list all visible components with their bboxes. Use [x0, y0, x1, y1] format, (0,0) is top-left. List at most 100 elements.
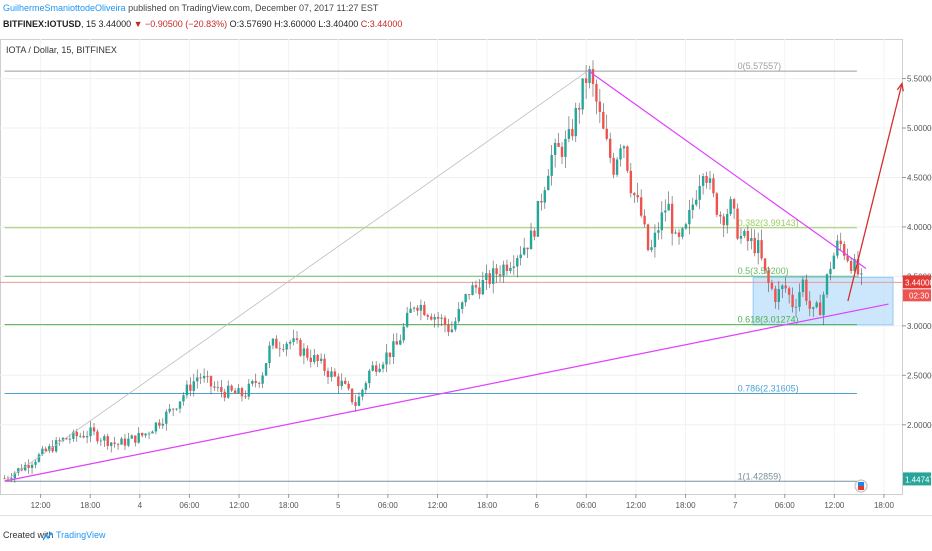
candle-body [75, 431, 78, 437]
candle-body [674, 232, 677, 234]
candle-body [244, 396, 247, 398]
candle-body [368, 370, 371, 384]
candle-body [708, 178, 712, 183]
candle-body [560, 146, 564, 157]
candle-body [278, 348, 282, 350]
candle-body [288, 341, 292, 344]
tradingview-logo-icon [42, 529, 54, 547]
candle-body [547, 175, 550, 191]
candle-body [436, 317, 440, 319]
x-tick-label: 18:00 [80, 501, 101, 510]
candle-body [695, 199, 698, 205]
candle-body [650, 247, 653, 251]
candle-body [825, 274, 829, 295]
candle-body [457, 309, 460, 322]
chart-area[interactable]: 0(5.57557) 0.382(3.99143) 0.5(3.50200) 0.61… [0, 39, 932, 510]
candle-body [350, 388, 354, 403]
support-trendline[interactable] [4, 303, 889, 482]
candle-body [103, 436, 106, 441]
ohlc-low: L:3.40400 [318, 19, 359, 29]
candle-body [519, 254, 522, 259]
candle-body [805, 279, 808, 301]
candle-body [416, 307, 419, 311]
candle-body [213, 386, 216, 388]
x-tick-label: 6 [534, 501, 539, 510]
candle-body [161, 423, 165, 426]
candle-body [17, 468, 20, 473]
candle-body [216, 387, 220, 388]
candle-body [698, 185, 701, 200]
resistance-trendline[interactable] [587, 70, 867, 269]
candle-body [488, 273, 491, 284]
x-tick-label: 5 [336, 501, 341, 510]
candle-body [54, 440, 58, 452]
flag-icon[interactable] [854, 479, 868, 493]
x-tick-label: 06:00 [576, 501, 597, 510]
tradingview-brand[interactable]: TradingView [56, 530, 106, 540]
candle-body [646, 224, 650, 251]
candle-body [722, 216, 725, 226]
candle-body [581, 78, 584, 110]
x-tick-label: 12:00 [229, 501, 250, 510]
candle-body [299, 339, 302, 356]
candle-body [168, 408, 171, 412]
diagonal-line[interactable] [4, 70, 589, 482]
y-tick-label: 4.50000 [907, 173, 932, 182]
candle-body [849, 260, 853, 271]
candle-body [196, 377, 199, 382]
candle-body [447, 324, 450, 332]
author-link[interactable]: GuilhermeSmaniottodeOliveira [3, 3, 126, 13]
candle-body [629, 170, 633, 194]
candle-body [388, 352, 392, 358]
candle-body [430, 316, 433, 320]
price-tag[interactable] [903, 275, 931, 289]
candle-body [381, 364, 385, 369]
candle-body [491, 268, 495, 284]
candle-body [574, 107, 577, 137]
last-value-tag[interactable] [903, 472, 931, 486]
projection-arrow[interactable] [847, 83, 903, 302]
candle-body [79, 435, 82, 437]
candle-body [309, 357, 312, 362]
candle-body [178, 401, 182, 409]
candle-body [120, 438, 123, 445]
fib-level-label: 0.382(3.99143) [738, 218, 799, 228]
candle-body [753, 237, 756, 254]
candle-body [615, 159, 619, 175]
candle-body [48, 446, 51, 451]
candle-body [275, 338, 278, 349]
price-chart[interactable]: 0(5.57557) 0.382(3.99143) 0.5(3.50200) 0.61… [0, 39, 932, 510]
candle-body [798, 292, 801, 307]
candle-body [27, 464, 30, 468]
candle-body [344, 380, 347, 384]
candle-body [171, 408, 175, 410]
candle-body [474, 285, 478, 288]
candle-body [739, 235, 743, 239]
candle-body [3, 478, 6, 480]
candle-body [853, 258, 856, 271]
candle-body [509, 267, 512, 271]
symbol-name[interactable]: BITFINEX:IOTUSD [3, 19, 81, 29]
candle-body [605, 128, 608, 139]
candle-body [185, 384, 189, 396]
candle-body [464, 294, 467, 303]
candle-body [450, 329, 454, 332]
candle-body [622, 146, 626, 149]
candle-body [557, 142, 560, 147]
candle-body [426, 315, 429, 317]
candle-body [189, 384, 192, 391]
candle-body [485, 273, 488, 281]
ohlc-high: H:3.60000 [274, 19, 316, 29]
candle-body [612, 157, 615, 175]
candle-body [495, 268, 498, 275]
candle-body [732, 199, 736, 209]
candle-body [540, 200, 543, 203]
symbol-info: BITFINEX:IOTUSD, 15 3.44000 ▼ −0.90500 (… [3, 19, 403, 29]
candle-body [657, 230, 660, 233]
candle-body [443, 317, 447, 325]
candle-body [34, 461, 37, 465]
y-tick-label: 5.50000 [907, 75, 932, 84]
candle-body [584, 78, 588, 83]
candle-body [285, 343, 288, 350]
candle-body [608, 138, 612, 158]
